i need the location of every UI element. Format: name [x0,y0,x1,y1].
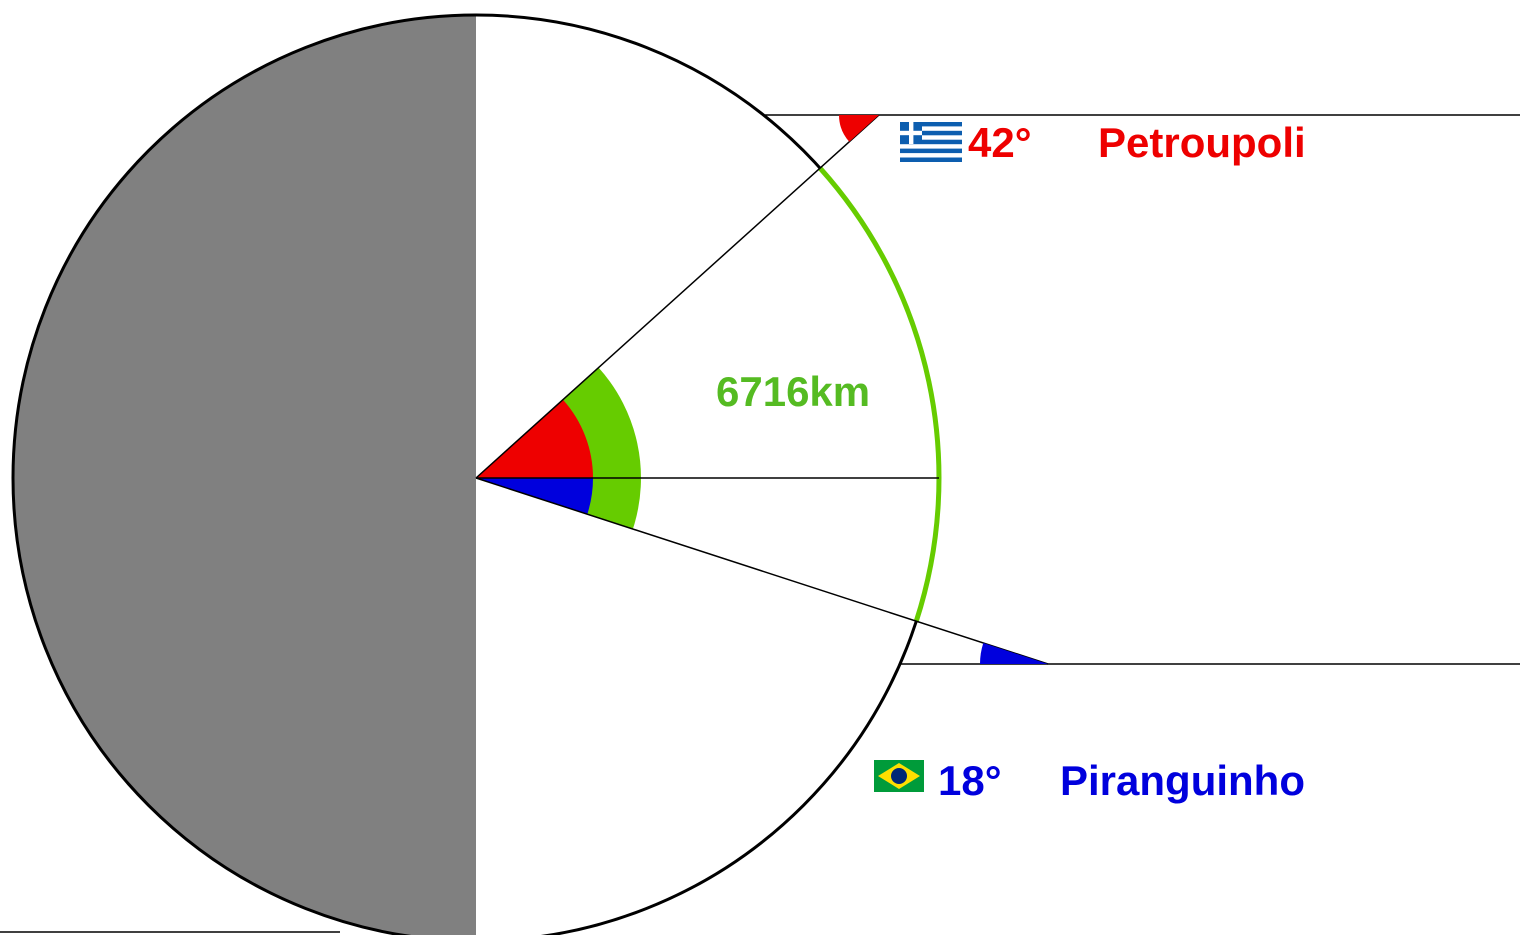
night-side [13,15,476,935]
brazil-flag [874,760,924,792]
sun-angle-north [839,115,879,142]
angle-label: 42° [968,119,1032,166]
place-label: Piranguinho [1060,757,1305,804]
north-angle [476,399,593,478]
greek-flag [900,122,962,162]
angle-label: 18° [938,757,1002,804]
sun-angle-south [979,643,1048,664]
place-label: Petroupoli [1098,119,1306,166]
distance-arc [818,166,942,622]
distance-label: 6716km [716,368,870,415]
